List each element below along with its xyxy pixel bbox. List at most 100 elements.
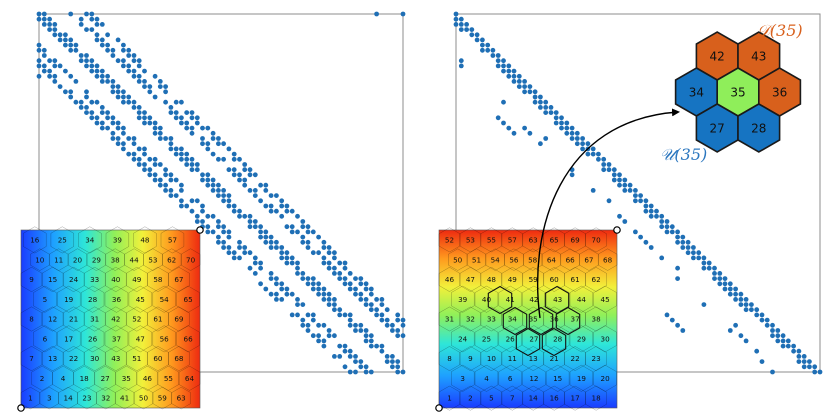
- left-sparsity-dot: [126, 99, 132, 105]
- right-sparsity-dot: [559, 120, 564, 126]
- left-mesh-cell-label: 43: [111, 354, 120, 363]
- right-mesh-cell: [504, 248, 524, 271]
- left-sparsity-dot: [94, 16, 100, 22]
- left-sparsity-dot: [41, 68, 47, 74]
- left-sparsity-dot: [274, 297, 279, 302]
- right-mesh-cell: [585, 346, 607, 371]
- left-sparsity-dot: [110, 53, 116, 58]
- left-sparsity-dot: [231, 167, 237, 173]
- left-sparsity-dot: [231, 156, 237, 162]
- right-sparsity-dot: [501, 99, 506, 105]
- right-sparsity-dot: [574, 136, 580, 141]
- left-sparsity-dot: [121, 99, 126, 105]
- right-mesh-cell: [438, 306, 461, 332]
- left-sparsity-dot: [252, 224, 258, 230]
- left-matrix-frame: [38, 13, 404, 373]
- right-mesh-cell: [564, 267, 586, 292]
- left-sparsity-dot: [295, 312, 300, 318]
- left-mesh-cell-label: 44: [130, 255, 140, 264]
- left-sparsity-dot: [152, 120, 158, 126]
- left-sparsity-dot: [94, 120, 100, 126]
- right-mesh-cell: [501, 306, 524, 332]
- left-sparsity-dot: [110, 120, 116, 126]
- left-mesh-cell: [23, 226, 47, 254]
- right-mesh-cell-label: 35: [529, 315, 538, 324]
- left-sparsity-dot: [342, 312, 348, 318]
- left-sparsity-dot: [136, 105, 142, 110]
- left-sparsity-dot: [121, 130, 126, 136]
- left-sparsity-dot: [353, 359, 358, 364]
- left-mesh-cell-label: 33: [90, 275, 99, 284]
- left-sparsity-dot: [52, 79, 58, 84]
- right-mesh-cell: [474, 364, 499, 392]
- right-mesh-cell-label: 30: [601, 334, 611, 343]
- right-mesh-cell-label: 3: [460, 374, 465, 383]
- right-sparsity-dot: [685, 250, 691, 256]
- left-sparsity-dot: [110, 47, 116, 53]
- left-sparsity-dot: [99, 79, 105, 84]
- left-sparsity-dot: [142, 146, 147, 152]
- right-sparsity-dot: [817, 369, 823, 375]
- right-sparsity-dot: [622, 219, 628, 224]
- right-mesh-cell: [498, 364, 522, 392]
- right-sparsity-dot: [501, 120, 506, 126]
- left-sparsity-dot: [189, 110, 195, 115]
- left-sparsity-dot: [252, 172, 258, 178]
- left-sparsity-dot: [295, 213, 300, 219]
- right-sparsity-dot: [669, 224, 675, 230]
- left-sparsity-dot: [353, 328, 358, 333]
- right-sparsity-dot: [738, 302, 744, 307]
- left-sparsity-dot: [310, 333, 316, 339]
- right-sparsity-dot: [727, 281, 733, 287]
- left-mesh-cell: [62, 306, 85, 332]
- left-mesh-cell-label: 55: [164, 374, 173, 383]
- left-sparsity-dot: [353, 369, 358, 375]
- right-sparsity-dot: [685, 239, 691, 245]
- left-sparsity-dot: [326, 250, 332, 256]
- left-mesh-cell: [125, 266, 148, 292]
- left-sparsity-dot: [200, 177, 205, 183]
- left-sparsity-dot: [142, 110, 147, 115]
- right-mesh-cell-label: 9: [468, 354, 473, 363]
- left-sparsity-dot: [268, 234, 274, 240]
- right-sparsity-dot: [553, 120, 559, 126]
- right-sparsity-dot: [791, 348, 796, 354]
- left-sparsity-dot: [221, 193, 227, 199]
- left-sparsity-dot: [263, 286, 269, 292]
- left-sparsity-dot: [121, 125, 126, 131]
- left-sparsity-dot: [52, 27, 58, 32]
- stencil-hex-upwind: [737, 103, 781, 153]
- right-mesh-cell-label: 70: [592, 236, 602, 245]
- left-sparsity-dot: [395, 359, 401, 364]
- right-sparsity-dot: [596, 151, 601, 157]
- left-sparsity-dot: [247, 172, 253, 178]
- right-sparsity-dot: [622, 182, 628, 188]
- right-mesh-cell: [522, 227, 545, 253]
- left-sparsity-dot: [131, 53, 137, 58]
- left-sparsity-plot: [36, 11, 406, 375]
- stencil-hex-label: 35: [730, 86, 745, 100]
- left-sparsity-dot: [237, 255, 242, 261]
- left-mesh-cell-label: 10: [35, 255, 45, 264]
- left-sparsity-dot: [184, 125, 190, 131]
- right-sparsity-dot: [622, 177, 628, 183]
- right-sparsity-dot: [495, 58, 501, 64]
- right-mesh-cell: [569, 325, 594, 353]
- left-mesh-cell-label: 24: [69, 275, 79, 284]
- left-mesh-cell: [57, 285, 81, 313]
- left-sparsity-dot: [221, 229, 227, 235]
- left-sparsity-dot: [115, 89, 121, 95]
- left-sparsity-dot: [279, 203, 285, 209]
- left-sparsity-dot: [68, 47, 74, 53]
- left-mesh-cell-label: 23: [82, 394, 91, 403]
- left-sparsity-dot: [279, 286, 285, 292]
- left-sparsity-dot: [63, 42, 68, 48]
- left-mesh-cell: [58, 386, 78, 410]
- right-mesh-cell: [545, 325, 570, 353]
- left-sparsity-dot: [131, 68, 137, 74]
- right-sparsity-dot: [759, 317, 765, 323]
- right-sparsity-dot: [743, 302, 749, 307]
- left-sparsity-dot: [316, 333, 321, 339]
- left-sparsity-dot: [41, 47, 47, 53]
- left-sparsity-dot: [115, 120, 121, 126]
